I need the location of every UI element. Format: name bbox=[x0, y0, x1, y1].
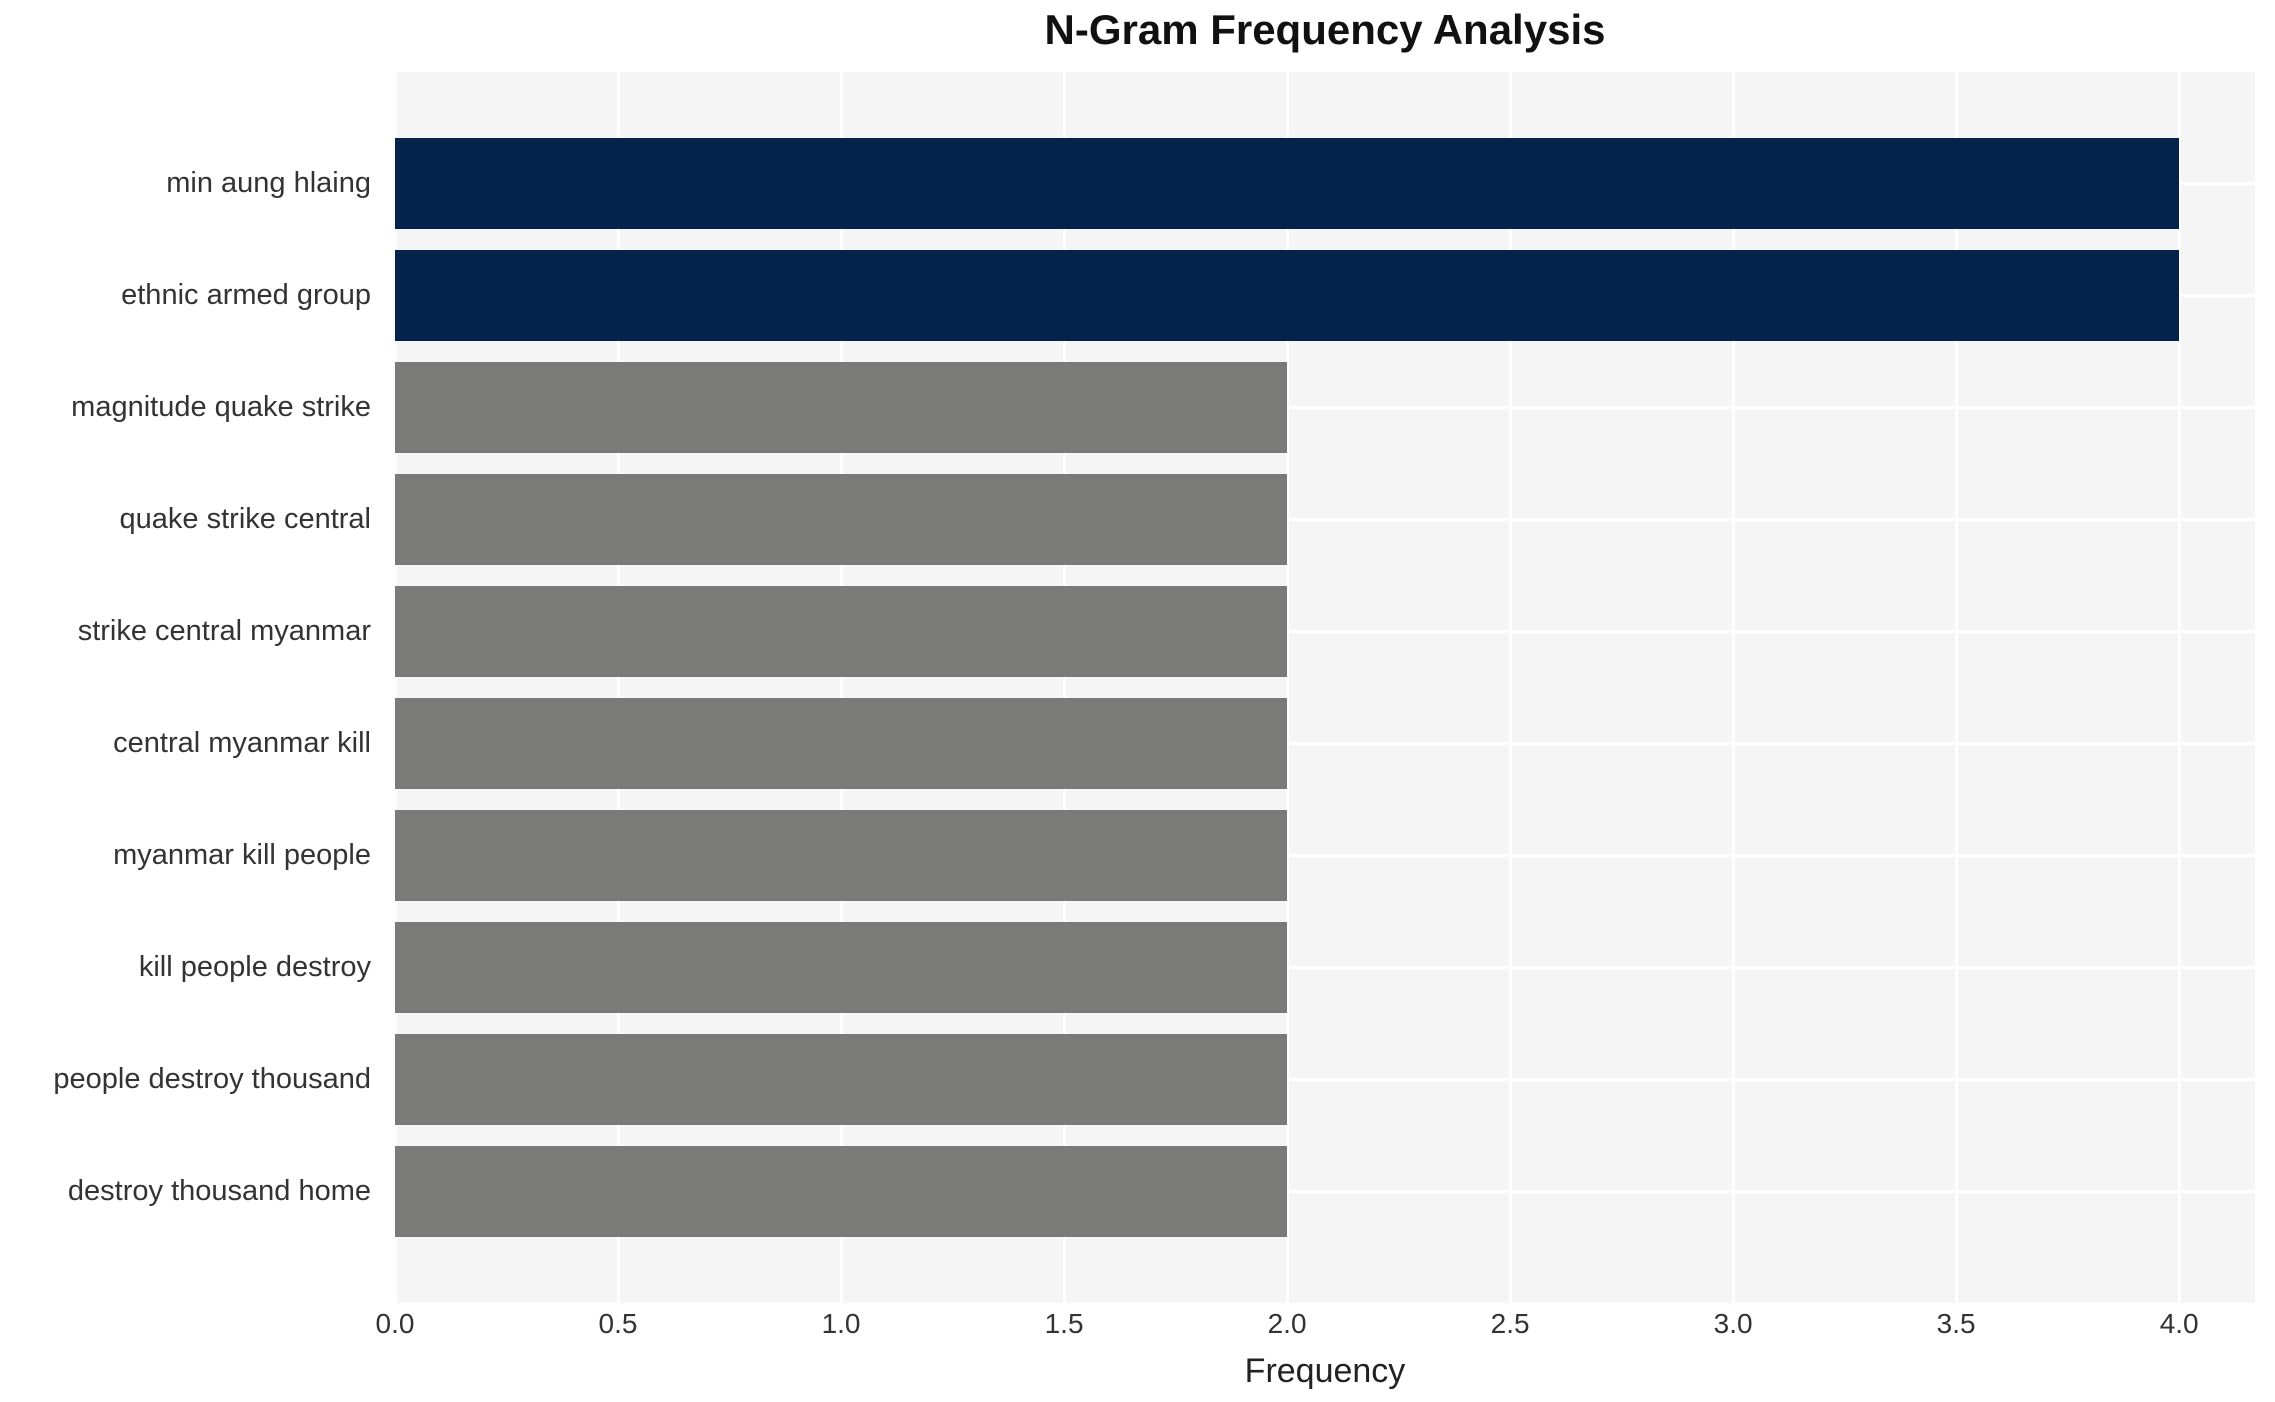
x-tick-label: 1.5 bbox=[1044, 1308, 1084, 1339]
gridline-y bbox=[395, 630, 2255, 634]
y-tick-label: kill people destroy bbox=[138, 950, 371, 983]
y-label-row: kill people destroy bbox=[0, 911, 371, 1023]
gridline-x-3.5 bbox=[1954, 72, 1958, 1303]
y-tick-label: central myanmar kill bbox=[113, 726, 371, 759]
gridline-x-2.0 bbox=[1285, 72, 1289, 1303]
x-tick-label: 4.0 bbox=[2159, 1308, 2199, 1339]
y-tick-label: ethnic armed group bbox=[121, 279, 371, 312]
bar-magnitude-quake-strike bbox=[395, 362, 1288, 454]
gridline-y bbox=[395, 965, 2255, 969]
y-label-row: destroy thousand home bbox=[0, 1135, 371, 1247]
y-axis-labels: min aung hlaing ethnic armed group magnitu… bbox=[0, 72, 371, 1303]
x-tick-label: 1.0 bbox=[821, 1308, 861, 1339]
y-tick-label: quake strike central bbox=[119, 503, 371, 536]
x-axis-ticks: 0.0 0.5 1.0 1.5 2.0 2.5 3.0 3.5 4.0 bbox=[376, 1308, 2255, 1344]
gridline-x-4.0 bbox=[2177, 72, 2181, 1303]
bar-row bbox=[395, 128, 2255, 240]
bar-row bbox=[395, 1135, 2255, 1247]
gridline-x-1.0 bbox=[839, 72, 843, 1303]
bar-people-destroy-thousand bbox=[395, 1033, 1288, 1125]
bar-destroy-thousand-home bbox=[395, 1145, 1288, 1237]
gridline-x-3.0 bbox=[1731, 72, 1735, 1303]
y-label-row: people destroy thousand bbox=[0, 1023, 371, 1135]
x-tick-label: 3.5 bbox=[1936, 1308, 1976, 1339]
bar-ethnic-armed-group bbox=[395, 250, 2180, 342]
bar-row bbox=[395, 799, 2255, 911]
gridline-y bbox=[395, 518, 2255, 522]
gridline-y bbox=[395, 853, 2255, 857]
bar-row bbox=[395, 1023, 2255, 1135]
y-tick-label: myanmar kill people bbox=[113, 838, 371, 871]
x-tick-label: 0.0 bbox=[375, 1308, 415, 1339]
bar-strike-central-myanmar bbox=[395, 586, 1288, 678]
x-tick-label: 0.5 bbox=[598, 1308, 638, 1339]
gridline-x-0.0 bbox=[393, 72, 397, 1303]
bar-row bbox=[395, 911, 2255, 1023]
x-tick-label: 2.0 bbox=[1267, 1308, 1307, 1339]
y-label-row: strike central myanmar bbox=[0, 576, 371, 688]
chart-title: N-Gram Frequency Analysis bbox=[1044, 6, 1606, 53]
y-tick-label: destroy thousand home bbox=[67, 1174, 371, 1207]
x-tick-label: 3.0 bbox=[1713, 1308, 1753, 1339]
y-label-row: min aung hlaing bbox=[0, 128, 371, 240]
y-label-row: magnitude quake strike bbox=[0, 352, 371, 464]
y-tick-label: magnitude quake strike bbox=[71, 391, 371, 424]
x-axis-label: Frequency bbox=[1244, 1352, 1406, 1390]
bar-min-aung-hlaing bbox=[395, 138, 2180, 230]
y-label-row: quake strike central bbox=[0, 464, 371, 576]
y-label-row: central myanmar kill bbox=[0, 688, 371, 800]
bar-central-myanmar-kill bbox=[395, 697, 1288, 789]
y-label-row: ethnic armed group bbox=[0, 240, 371, 352]
bar-kill-people-destroy bbox=[395, 921, 1288, 1013]
gridline-x-2.5 bbox=[1508, 72, 1512, 1303]
gridline-y bbox=[395, 406, 2255, 410]
plot-area bbox=[393, 72, 2255, 1303]
y-tick-label: strike central myanmar bbox=[77, 615, 371, 648]
x-tick-label: 2.5 bbox=[1490, 1308, 1530, 1339]
bar-row bbox=[395, 576, 2255, 688]
y-tick-label: min aung hlaing bbox=[166, 167, 371, 200]
bar-row bbox=[395, 240, 2255, 352]
bar-quake-strike-central bbox=[395, 474, 1288, 566]
gridline-x-1.5 bbox=[1062, 72, 1066, 1303]
gridline-y bbox=[395, 741, 2255, 745]
gridline-y bbox=[395, 1189, 2255, 1193]
bar-row bbox=[395, 352, 2255, 464]
gridline-y bbox=[395, 1077, 2255, 1081]
y-label-row: myanmar kill people bbox=[0, 799, 371, 911]
bar-rows bbox=[395, 72, 2255, 1303]
y-tick-label: people destroy thousand bbox=[53, 1062, 371, 1095]
bar-row bbox=[395, 688, 2255, 800]
bar-row bbox=[395, 464, 2255, 576]
gridline-x-0.5 bbox=[616, 72, 620, 1303]
bar-myanmar-kill-people bbox=[395, 809, 1288, 901]
